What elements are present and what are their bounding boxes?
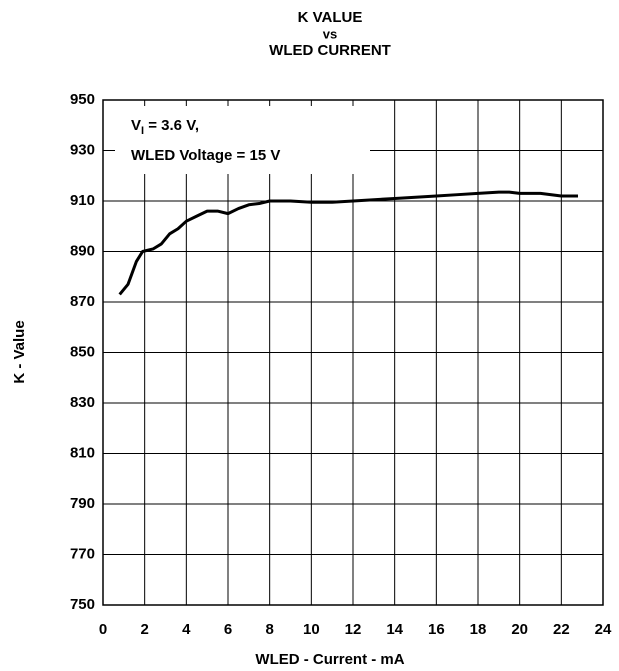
annotation-box xyxy=(115,106,370,174)
x-tick-label: 20 xyxy=(511,621,528,638)
x-tick-label: 2 xyxy=(140,621,148,638)
x-tick-label: 14 xyxy=(386,621,403,638)
annotation-text: V xyxy=(131,117,141,134)
data-line xyxy=(118,190,578,296)
y-tick-label: 910 xyxy=(70,192,95,209)
x-tick-label: 12 xyxy=(345,621,362,638)
y-tick-label: 930 xyxy=(70,141,95,158)
chart-title: K VALUE xyxy=(298,9,363,26)
x-axis-label: WLED - Current - mA xyxy=(255,651,404,668)
x-tick-label: 10 xyxy=(303,621,320,638)
y-tick-label: 870 xyxy=(70,293,95,310)
x-tick-label: 24 xyxy=(595,621,612,638)
x-tick-label: 22 xyxy=(553,621,570,638)
chart-title: WLED CURRENT xyxy=(269,42,391,59)
y-tick-label: 790 xyxy=(70,495,95,512)
y-tick-label: 810 xyxy=(70,444,95,461)
y-tick-label: 770 xyxy=(70,545,95,562)
y-tick-label: 950 xyxy=(70,91,95,108)
annotation: WLED Voltage = 15 V xyxy=(131,147,280,164)
chart-title: vs xyxy=(323,26,337,41)
y-axis-label: K - Value xyxy=(11,320,28,383)
x-tick-label: 0 xyxy=(99,621,107,638)
y-tick-label: 750 xyxy=(70,596,95,613)
x-tick-label: 4 xyxy=(182,621,191,638)
y-tick-label: 850 xyxy=(70,343,95,360)
x-tick-label: 18 xyxy=(470,621,487,638)
annotation-text: = 3.6 V, xyxy=(144,117,199,134)
annotation-text: I xyxy=(141,125,144,137)
y-tick-label: 830 xyxy=(70,394,95,411)
annotation: VI = 3.6 V, xyxy=(131,117,199,137)
x-tick-label: 8 xyxy=(265,621,273,638)
x-tick-label: 6 xyxy=(224,621,232,638)
plot-frame xyxy=(102,99,604,606)
x-tick-label: 16 xyxy=(428,621,445,638)
y-tick-label: 890 xyxy=(70,242,95,259)
